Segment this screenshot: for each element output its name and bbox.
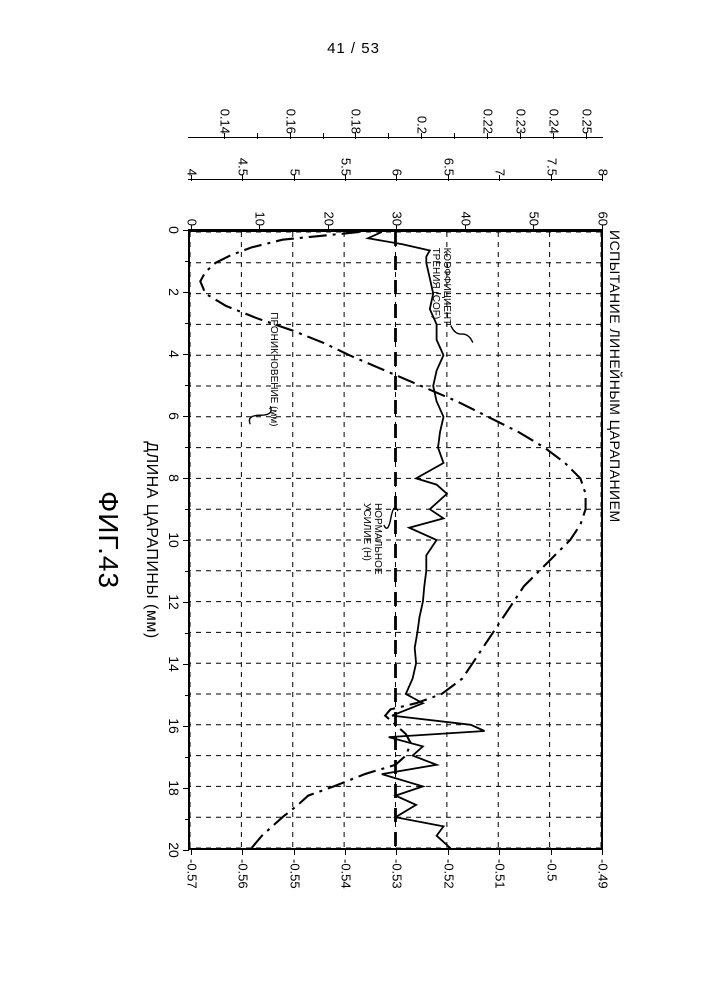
tick-label: 0.23: [513, 109, 528, 134]
tick-label: 0.25: [579, 109, 594, 134]
page-number: 41 / 53: [0, 40, 707, 57]
annotations-svg: КОЭФФИЦИЕНТТРЕНИЯ (COF) НОРМАЛЬНОЕУСИЛИЕ …: [190, 232, 601, 848]
tick-label: 5.5: [339, 158, 354, 176]
chart-title: ИСПЫТАНИЕ ЛИНЕЙНЫМ ЦАРАПАНИЕМ: [607, 230, 623, 910]
tick-label: -0.56: [236, 859, 251, 889]
tick-label: -0.53: [390, 859, 405, 889]
tick-label: -0.54: [339, 859, 354, 889]
tick-label: 30: [390, 212, 405, 226]
tick-label: -0.55: [287, 859, 302, 889]
tick-label: 0: [166, 226, 182, 234]
tick-label: -0.49: [596, 859, 611, 889]
tick-label: -0.5: [544, 859, 559, 881]
x-axis-label: ДЛИНА ЦАРАПИНЫ (мм): [142, 170, 160, 910]
tick-label: 7.5: [544, 158, 559, 176]
label-penetration: ПРОНИКНОВЕНИЕ (мм): [268, 312, 279, 426]
tick-label: 4: [185, 169, 200, 176]
tick-label: 8: [596, 169, 611, 176]
y-axis-left-inner: 6050403020100: [188, 180, 603, 230]
tick-label: 0.24: [546, 109, 561, 134]
tick-label: 14: [166, 656, 182, 672]
tick-label: 7: [493, 169, 508, 176]
page: 41 / 53 ИСПЫТАНИЕ ЛИНЕЙНЫМ ЦАРАПАНИЕМ 0.…: [0, 0, 707, 1000]
tick-label: 20: [322, 212, 337, 226]
tick-label: 5: [287, 169, 302, 176]
label-cof: КОЭФФИЦИЕНТТРЕНИЯ (COF): [430, 248, 451, 326]
y-axis-left-outer: 0.25 0.24 0.23 0.22 0.2 0.18 0.16 0.14: [188, 90, 603, 138]
tick-label: 16: [166, 718, 182, 734]
x-axis: 02468101214161820: [160, 230, 188, 850]
tick-label: -0.51: [493, 859, 508, 889]
tick-label: 10: [253, 212, 268, 226]
y-axis-right: -0.49-0.5-0.51-0.52-0.53-0.54-0.55-0.56-…: [188, 855, 603, 910]
tick-label: 60: [596, 212, 611, 226]
tick-label: -0.52: [441, 859, 456, 889]
tick-label: 2: [166, 288, 182, 296]
tick-label: 8: [166, 474, 182, 482]
tick-label: 50: [527, 212, 542, 226]
plot-area-wrap: 0.250.240.230.220.20.180.160.14 87.576.5…: [188, 90, 603, 910]
tick-label: -0.57: [185, 859, 200, 889]
tick-label: 6.5: [441, 158, 456, 176]
tick-label: 0.14: [217, 109, 232, 134]
tick-label: 0.18: [349, 109, 364, 134]
figure-rotated-container: ИСПЫТАНИЕ ЛИНЕЙНЫМ ЦАРАПАНИЕМ 0.250.240.…: [83, 90, 623, 910]
y-axis-left-mid: 87.576.565.554.54: [188, 138, 603, 180]
tick-label: 6: [166, 412, 182, 420]
tick-label: 18: [166, 780, 182, 796]
tick-label: 20: [166, 842, 182, 858]
label-normal-force: НОРМАЛЬНОЕУСИЛИЕ (Н): [361, 503, 382, 575]
tick-label: 10: [166, 532, 182, 548]
tick-label: 0.2: [415, 116, 430, 134]
tick-label: 0.22: [480, 109, 495, 134]
tick-label: 4.5: [236, 158, 251, 176]
figure-caption: ФИГ.43: [92, 170, 124, 910]
tick-label: 0.16: [283, 109, 298, 134]
plot-area: КОЭФФИЦИЕНТТРЕНИЯ (COF) НОРМАЛЬНОЕУСИЛИЕ …: [188, 230, 603, 850]
left-axes-group: 0.250.240.230.220.20.180.160.14 87.576.5…: [188, 90, 603, 230]
tick-label: 6: [390, 169, 405, 176]
tick-label: 40: [459, 212, 474, 226]
tick-label: 12: [166, 594, 182, 610]
tick-label: 4: [166, 350, 182, 358]
tick-label: 0: [185, 219, 200, 226]
